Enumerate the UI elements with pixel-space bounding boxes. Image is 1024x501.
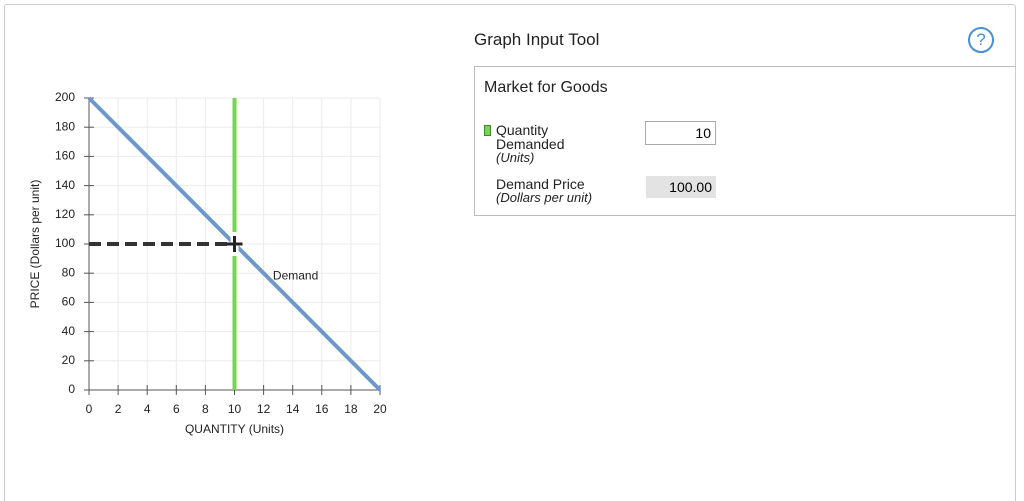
frame <box>4 4 1016 501</box>
y-tick-label: 0 <box>68 382 75 396</box>
input-panel: Market for Goods Quantity Demanded (Unit… <box>474 66 1016 216</box>
y-axis-label: PRICE (Dollars per unit) <box>28 180 42 309</box>
y-tick-label: 20 <box>62 353 76 367</box>
x-tick-label: 8 <box>202 402 209 416</box>
x-tick-label: 16 <box>315 402 329 416</box>
series-label: Demand <box>273 268 318 282</box>
y-tick-label: 160 <box>55 149 75 163</box>
y-tick-label: 140 <box>55 178 75 192</box>
price-output: 100.00 <box>646 176 716 198</box>
x-tick-label: 14 <box>286 402 300 416</box>
y-tick-label: 40 <box>62 324 76 338</box>
y-tick-label: 180 <box>55 119 75 133</box>
y-tick-label: 120 <box>55 207 75 221</box>
help-button[interactable]: ? <box>968 27 994 53</box>
x-tick-label: 20 <box>373 402 387 416</box>
x-tick-label: 0 <box>86 402 93 416</box>
x-tick-label: 6 <box>173 402 180 416</box>
x-tick-label: 2 <box>115 402 122 416</box>
field-label: Quantity Demanded <box>496 122 565 152</box>
panel-title: Graph Input Tool <box>474 30 600 49</box>
panel-subtitle: Market for Goods <box>484 79 608 96</box>
x-tick-label: 12 <box>257 402 271 416</box>
x-tick-label: 10 <box>228 402 242 416</box>
x-tick-label: 4 <box>144 402 151 416</box>
x-tick-label: 18 <box>344 402 358 416</box>
y-tick-label: 200 <box>55 90 75 104</box>
legend-swatch <box>484 125 491 136</box>
field-label: Demand Price <box>496 176 585 192</box>
field-unit: (Units) <box>496 150 535 165</box>
y-tick-label: 100 <box>55 236 75 250</box>
y-tick-label: 60 <box>62 295 76 309</box>
quantity-input[interactable]: 10 <box>645 121 716 145</box>
y-tick-label: 80 <box>62 265 76 279</box>
x-axis-label: QUANTITY (Units) <box>185 422 284 436</box>
point-marker <box>226 236 243 252</box>
field-unit: (Dollars per unit) <box>496 190 593 205</box>
